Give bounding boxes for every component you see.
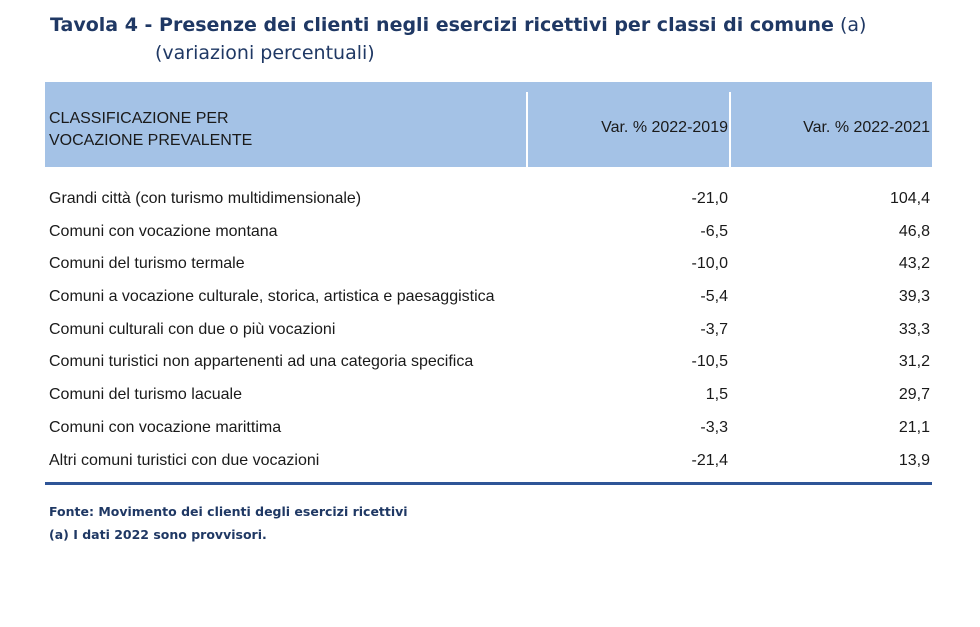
table-row: Comuni con vocazione montana -6,5 46,8: [45, 217, 932, 250]
row-var-2021: 39,3: [898, 288, 930, 306]
row-var-2021: 43,2: [898, 255, 930, 273]
header-col1-line1: CLASSIFICAZIONE PER: [49, 110, 229, 127]
row-label: Comuni culturali con due o più vocazioni: [49, 320, 336, 338]
header-var-2021: Var. % 2022-2021: [803, 119, 930, 136]
table-row: Comuni a vocazione culturale, storica, a…: [45, 282, 932, 315]
row-label: Comuni con vocazione montana: [49, 222, 278, 240]
bottom-rule: [45, 482, 932, 485]
title-subtitle: (variazioni percentuali): [155, 42, 375, 64]
footer-note: (a) I dati 2022 sono provvisori.: [49, 527, 267, 542]
row-var-2019: -21,4: [691, 451, 728, 469]
row-var-2021: 21,1: [898, 418, 930, 436]
row-var-2021: 33,3: [898, 320, 930, 338]
header-separator: [729, 92, 731, 167]
header-var-2019: Var. % 2022-2019: [601, 119, 728, 136]
row-label: Grandi città (con turismo multidimension…: [49, 190, 362, 207]
header-col1-line2: VOCAZIONE PREVALENTE: [49, 132, 253, 149]
data-table: CLASSIFICAZIONE PER VOCAZIONE PREVALENTE…: [45, 82, 932, 478]
row-var-2021: 31,2: [898, 353, 930, 371]
table-row: Comuni del turismo lacuale 1,5 29,7: [45, 380, 932, 413]
table-title: Tavola 4 - Presenze dei clienti negli es…: [50, 10, 867, 64]
row-var-2019: -3,3: [700, 418, 728, 436]
row-var-2019: -3,7: [700, 320, 728, 338]
table-row: Comuni con vocazione marittima -3,3 21,1: [45, 413, 932, 446]
table-row: Grandi città (con turismo multidimension…: [45, 184, 932, 217]
row-var-2019: -21,0: [691, 190, 728, 207]
table-footer: Fonte: Movimento dei clienti degli eserc…: [49, 500, 408, 546]
table-row: Comuni culturali con due o più vocazioni…: [45, 315, 932, 348]
table-header: CLASSIFICAZIONE PER VOCAZIONE PREVALENTE…: [45, 82, 932, 167]
table-row: Altri comuni turistici con due vocazioni…: [45, 446, 932, 479]
row-label: Comuni a vocazione culturale, storica, a…: [49, 288, 495, 306]
row-label: Comuni del turismo lacuale: [49, 386, 242, 404]
row-var-2019: -10,0: [691, 255, 728, 273]
row-var-2021: 46,8: [898, 222, 930, 240]
row-label: Altri comuni turistici con due vocazioni: [49, 451, 320, 469]
row-label: Comuni con vocazione marittima: [49, 418, 282, 436]
row-var-2019: -10,5: [691, 353, 728, 371]
table-row: Comuni del turismo termale -10,0 43,2: [45, 249, 932, 282]
title-main: Tavola 4 - Presenze dei clienti negli es…: [50, 14, 834, 36]
title-note: (a): [839, 14, 867, 36]
footer-source: Fonte: Movimento dei clienti degli eserc…: [49, 504, 408, 519]
table-body: Grandi città (con turismo multidimension…: [45, 184, 932, 478]
row-var-2019: 1,5: [705, 386, 728, 404]
row-var-2021: 13,9: [898, 451, 930, 469]
header-classification: CLASSIFICAZIONE PER VOCAZIONE PREVALENTE: [49, 108, 252, 152]
row-var-2019: -6,5: [700, 222, 728, 240]
row-var-2019: -5,4: [700, 288, 728, 306]
row-label: Comuni turistici non appartenenti ad una…: [49, 353, 474, 371]
row-label: Comuni del turismo termale: [49, 255, 245, 273]
header-separator: [526, 92, 528, 167]
row-var-2021: 29,7: [898, 386, 930, 404]
table-row: Comuni turistici non appartenenti ad una…: [45, 347, 932, 380]
row-var-2021: 104,4: [889, 190, 930, 207]
